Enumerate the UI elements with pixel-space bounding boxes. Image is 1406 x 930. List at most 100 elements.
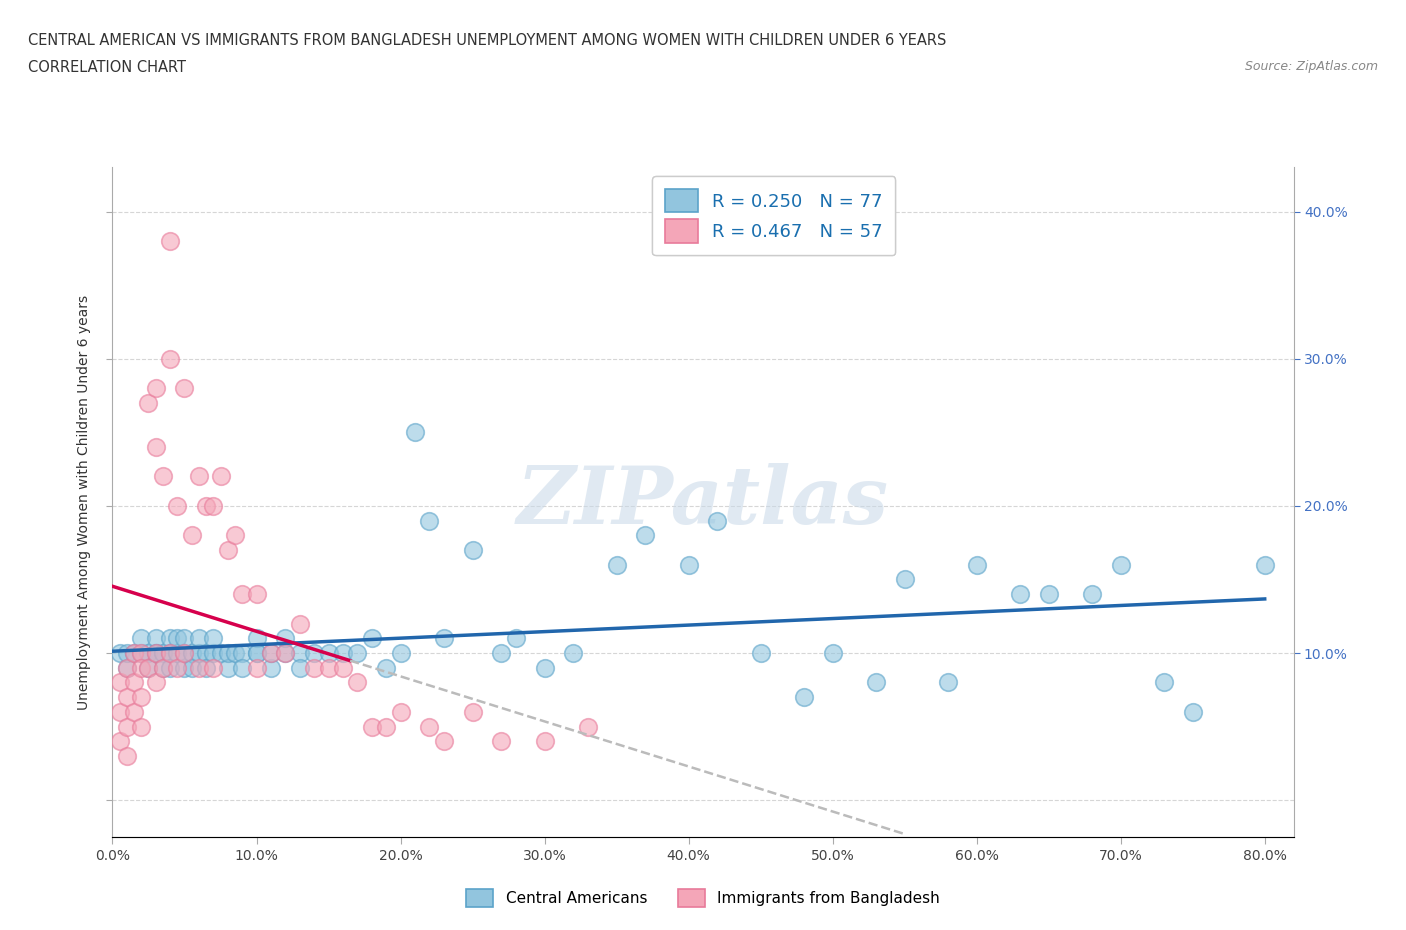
Point <box>108 734 131 749</box>
Point <box>1008 587 1031 602</box>
Point <box>288 660 311 675</box>
Legend: Central Americans, Immigrants from Bangladesh: Central Americans, Immigrants from Bangl… <box>460 884 946 913</box>
Point <box>115 690 138 705</box>
Point <box>318 660 340 675</box>
Point <box>418 513 440 528</box>
Point <box>360 631 382 645</box>
Point <box>505 631 527 645</box>
Point <box>1181 704 1204 719</box>
Point <box>108 704 131 719</box>
Point <box>245 645 267 660</box>
Point <box>138 645 160 660</box>
Point <box>180 645 202 660</box>
Point <box>159 645 181 660</box>
Point <box>166 498 188 513</box>
Point <box>1109 557 1132 572</box>
Point <box>187 660 209 675</box>
Point <box>129 631 152 645</box>
Point <box>433 631 456 645</box>
Point <box>195 660 218 675</box>
Point <box>576 719 599 734</box>
Point <box>288 645 311 660</box>
Point <box>562 645 585 660</box>
Point <box>360 719 382 734</box>
Point <box>173 645 195 660</box>
Point <box>129 690 152 705</box>
Y-axis label: Unemployment Among Women with Children Under 6 years: Unemployment Among Women with Children U… <box>77 295 91 710</box>
Point <box>491 645 513 660</box>
Point <box>231 660 253 675</box>
Point <box>1081 587 1104 602</box>
Point <box>145 675 167 690</box>
Point <box>122 704 145 719</box>
Point <box>461 704 484 719</box>
Point <box>302 660 325 675</box>
Point <box>966 557 988 572</box>
Point <box>634 528 657 543</box>
Point <box>180 660 202 675</box>
Point <box>274 631 297 645</box>
Point <box>202 645 225 660</box>
Point <box>260 645 283 660</box>
Point <box>159 645 181 660</box>
Point <box>202 631 225 645</box>
Point <box>706 513 728 528</box>
Point <box>159 233 181 248</box>
Point <box>274 645 297 660</box>
Point <box>159 352 181 366</box>
Point <box>108 645 131 660</box>
Text: CENTRAL AMERICAN VS IMMIGRANTS FROM BANGLADESH UNEMPLOYMENT AMONG WOMEN WITH CHI: CENTRAL AMERICAN VS IMMIGRANTS FROM BANG… <box>28 33 946 47</box>
Point <box>274 645 297 660</box>
Point <box>1038 587 1060 602</box>
Point <box>491 734 513 749</box>
Point <box>173 645 195 660</box>
Legend: R = 0.250   N = 77, R = 0.467   N = 57: R = 0.250 N = 77, R = 0.467 N = 57 <box>652 177 896 256</box>
Point <box>209 469 232 484</box>
Point <box>245 587 267 602</box>
Point <box>217 542 239 557</box>
Point <box>375 719 398 734</box>
Point <box>187 645 209 660</box>
Point <box>302 645 325 660</box>
Point <box>936 675 959 690</box>
Point <box>389 704 412 719</box>
Point <box>318 645 340 660</box>
Point <box>893 572 915 587</box>
Point <box>122 675 145 690</box>
Point <box>187 631 209 645</box>
Point <box>145 645 167 660</box>
Point <box>122 645 145 660</box>
Point <box>533 660 555 675</box>
Point <box>145 631 167 645</box>
Point <box>606 557 628 572</box>
Point <box>159 631 181 645</box>
Point <box>224 645 246 660</box>
Point <box>152 645 174 660</box>
Point <box>159 660 181 675</box>
Point <box>231 645 253 660</box>
Point <box>678 557 700 572</box>
Point <box>138 660 160 675</box>
Point <box>346 675 368 690</box>
Point <box>173 660 195 675</box>
Point <box>173 380 195 395</box>
Point <box>195 498 218 513</box>
Point <box>152 660 174 675</box>
Point <box>245 631 267 645</box>
Point <box>145 440 167 455</box>
Point <box>115 660 138 675</box>
Point <box>138 395 160 410</box>
Point <box>129 645 152 660</box>
Point <box>115 645 138 660</box>
Point <box>749 645 772 660</box>
Point <box>209 645 232 660</box>
Point <box>224 528 246 543</box>
Point <box>195 645 218 660</box>
Text: Source: ZipAtlas.com: Source: ZipAtlas.com <box>1244 60 1378 73</box>
Point <box>166 631 188 645</box>
Text: CORRELATION CHART: CORRELATION CHART <box>28 60 186 75</box>
Point <box>1254 557 1277 572</box>
Point <box>418 719 440 734</box>
Point <box>152 469 174 484</box>
Point <box>180 528 202 543</box>
